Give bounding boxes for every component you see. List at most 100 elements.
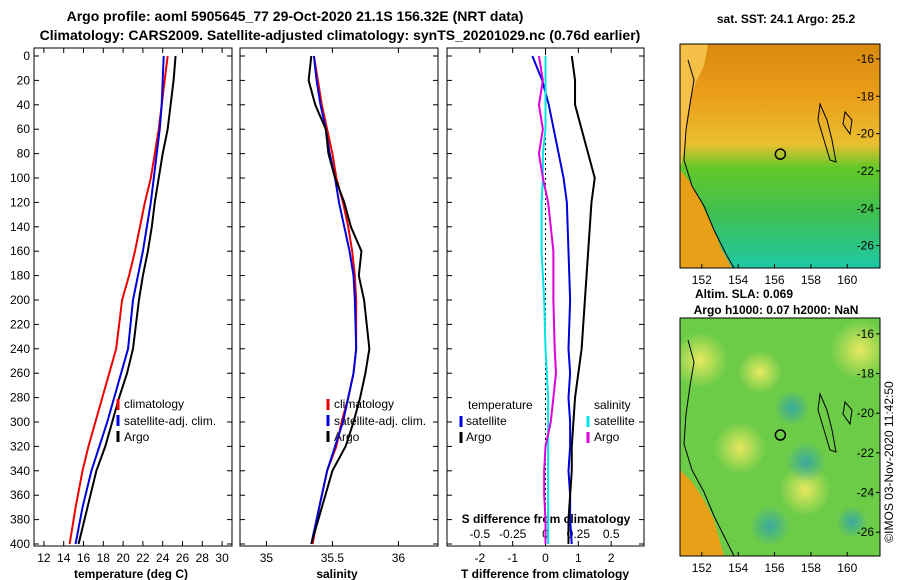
difference-legend-s-argo: Argo: [594, 430, 620, 444]
salinity-legend-argo: Argo: [334, 430, 360, 444]
temperature-series-satellite-adj-clim-: [74, 55, 165, 545]
difference-panel: T difference from climatology S differen…: [446, 47, 645, 580]
salinity-xtick-label: 35: [260, 551, 274, 565]
depth-tick-label: 120: [10, 195, 30, 209]
depth-tick-label: 0: [23, 49, 30, 63]
temperature-legend-argo: Argo: [124, 430, 150, 444]
sla-map-high-2: [738, 350, 782, 394]
difference-xtick-label: 2: [608, 551, 615, 565]
sla-map-reef-contour-2: [842, 400, 853, 426]
sst-map-frame: [679, 43, 881, 269]
sst-map-xtick-label: 158: [801, 273, 821, 287]
sla-map-title-2: Argo h1000: 0.07 h2000: NaN: [694, 303, 859, 317]
depth-tick-label: 220: [10, 317, 30, 331]
sst-map-ytick-label: -22: [857, 164, 875, 178]
sla-map-ytick-label: -20: [857, 406, 875, 420]
sst-map-reef-contour: [817, 102, 837, 163]
sst-map-title: sat. SST: 24.1 Argo: 25.2: [717, 12, 856, 26]
temperature-legend: climatology satellite-adj. clim. Argo: [124, 397, 216, 444]
sla-map-argo-marker: [774, 429, 787, 441]
sla-map-ytick-label: -16: [857, 327, 875, 341]
sst-map-ytick-label: -18: [857, 89, 875, 103]
sst-map-land-queensland: [680, 44, 708, 170]
sla-map-frame: [679, 317, 881, 557]
salinity-xlabel: salinity: [316, 567, 358, 580]
temperature-xtick-label: 26: [176, 551, 190, 565]
temperature-xtick-label: 16: [77, 551, 91, 565]
sla-map-coastline: [683, 339, 735, 556]
depth-tick-label: 380: [10, 513, 30, 527]
difference-top-xtick-label: 0.25: [567, 527, 591, 541]
sla-map-ytick-label: -26: [857, 525, 875, 539]
salinity-series-argo: [307, 55, 371, 545]
sla-map-ytick-label: -22: [857, 446, 875, 460]
temperature-legend-satellite: satellite-adj. clim.: [124, 414, 216, 428]
salinity-legend-satellite: satellite-adj. clim.: [334, 414, 426, 428]
sla-map-reef-contour: [817, 392, 837, 453]
temperature-xtick-label: 18: [97, 551, 111, 565]
temperature-legend-climatology: climatology: [124, 397, 184, 411]
depth-tick-label: 280: [10, 391, 30, 405]
sst-map-xtick-label: 156: [765, 273, 785, 287]
sla-map-panel: Altim. SLA: 0.069 Argo h1000: 0.07 h2000…: [679, 287, 881, 575]
depth-tick-label: 300: [10, 415, 30, 429]
sla-map-xtick-label: 158: [801, 561, 821, 575]
temperature-xtick-label: 28: [196, 551, 210, 565]
temperature-xlabel: temperature (deg C): [74, 567, 188, 580]
difference-xtick-label: -2: [474, 551, 485, 565]
sst-map-ytick-label: -16: [857, 52, 875, 66]
sla-map-ytick-label: -24: [857, 486, 875, 500]
difference-legend-s-satellite: satellite: [594, 414, 635, 428]
difference-top-xtick-label: -0.25: [499, 527, 527, 541]
depth-tick-label: 160: [10, 244, 30, 258]
depth-tick-label: 100: [10, 171, 30, 185]
temperature-series-argo: [77, 55, 177, 545]
sla-map-title-1: Altim. SLA: 0.069: [695, 287, 793, 301]
imos-timestamp: ©IMOS 03-Nov-2020 11:42:50: [882, 381, 896, 543]
difference-xtick-label: 0: [542, 551, 549, 565]
difference-top-xtick-label: -0.5: [469, 527, 490, 541]
sst-map-field: [680, 44, 880, 268]
temperature-panel: temperature (deg C) climatology satellit…: [10, 47, 233, 580]
salinity-legend-climatology: climatology: [334, 397, 394, 411]
sst-map-xtick-label: 152: [692, 273, 712, 287]
sla-map-low-2: [786, 442, 826, 482]
title-line-2: Climatology: CARS2009. Satellite-adjuste…: [40, 27, 641, 43]
temperature-xtick-label: 12: [37, 551, 51, 565]
difference-xtick-label: 1: [575, 551, 582, 565]
sla-map-xtick-label: 154: [728, 561, 748, 575]
sst-map-ytick-label: -20: [857, 127, 875, 141]
sst-map-xtick-label: 160: [837, 273, 857, 287]
sst-map-ytick-label: -26: [857, 239, 875, 253]
salinity-legend: climatology satellite-adj. clim. Argo: [334, 397, 426, 444]
sst-map-land-coast: [680, 170, 732, 268]
difference-series-t-argo: [567, 55, 596, 544]
difference-legend: temperature satellite Argo salinity sate…: [466, 398, 635, 444]
title-line-1: Argo profile: aoml 5905645_77 29-Oct-202…: [67, 8, 524, 24]
depth-tick-label: 40: [17, 98, 31, 112]
sst-map-coastline: [683, 59, 735, 268]
sla-map-xtick-label: 156: [765, 561, 785, 575]
difference-series-t-satellite: [531, 55, 573, 545]
sla-map-low-1: [774, 390, 810, 426]
sla-map-low-3: [750, 506, 790, 546]
depth-tick-label: 400: [10, 537, 30, 551]
difference-legend-salinity: salinity: [594, 398, 631, 412]
sla-map-xtick-label: 152: [692, 561, 712, 575]
depth-tick-label: 240: [10, 342, 30, 356]
difference-series-s-argo: [537, 55, 558, 544]
difference-legend-t-argo: Argo: [466, 430, 492, 444]
temperature-xtick-label: 14: [57, 551, 71, 565]
sst-map-xtick-label: 154: [728, 273, 748, 287]
salinity-series-climatology: [311, 55, 358, 545]
sla-map-low-4: [836, 506, 868, 538]
sla-map-high-3: [830, 320, 880, 380]
salinity-xtick-label: 36: [392, 551, 406, 565]
temperature-xtick-label: 30: [215, 551, 229, 565]
sla-map-field: [680, 318, 880, 556]
depth-tick-label: 180: [10, 269, 30, 283]
salinity-panel: salinity climatology satellite-adj. clim…: [239, 47, 439, 580]
difference-xtick-label: -1: [507, 551, 518, 565]
depth-tick-label: 360: [10, 488, 30, 502]
depth-tick-label: 20: [17, 73, 31, 87]
